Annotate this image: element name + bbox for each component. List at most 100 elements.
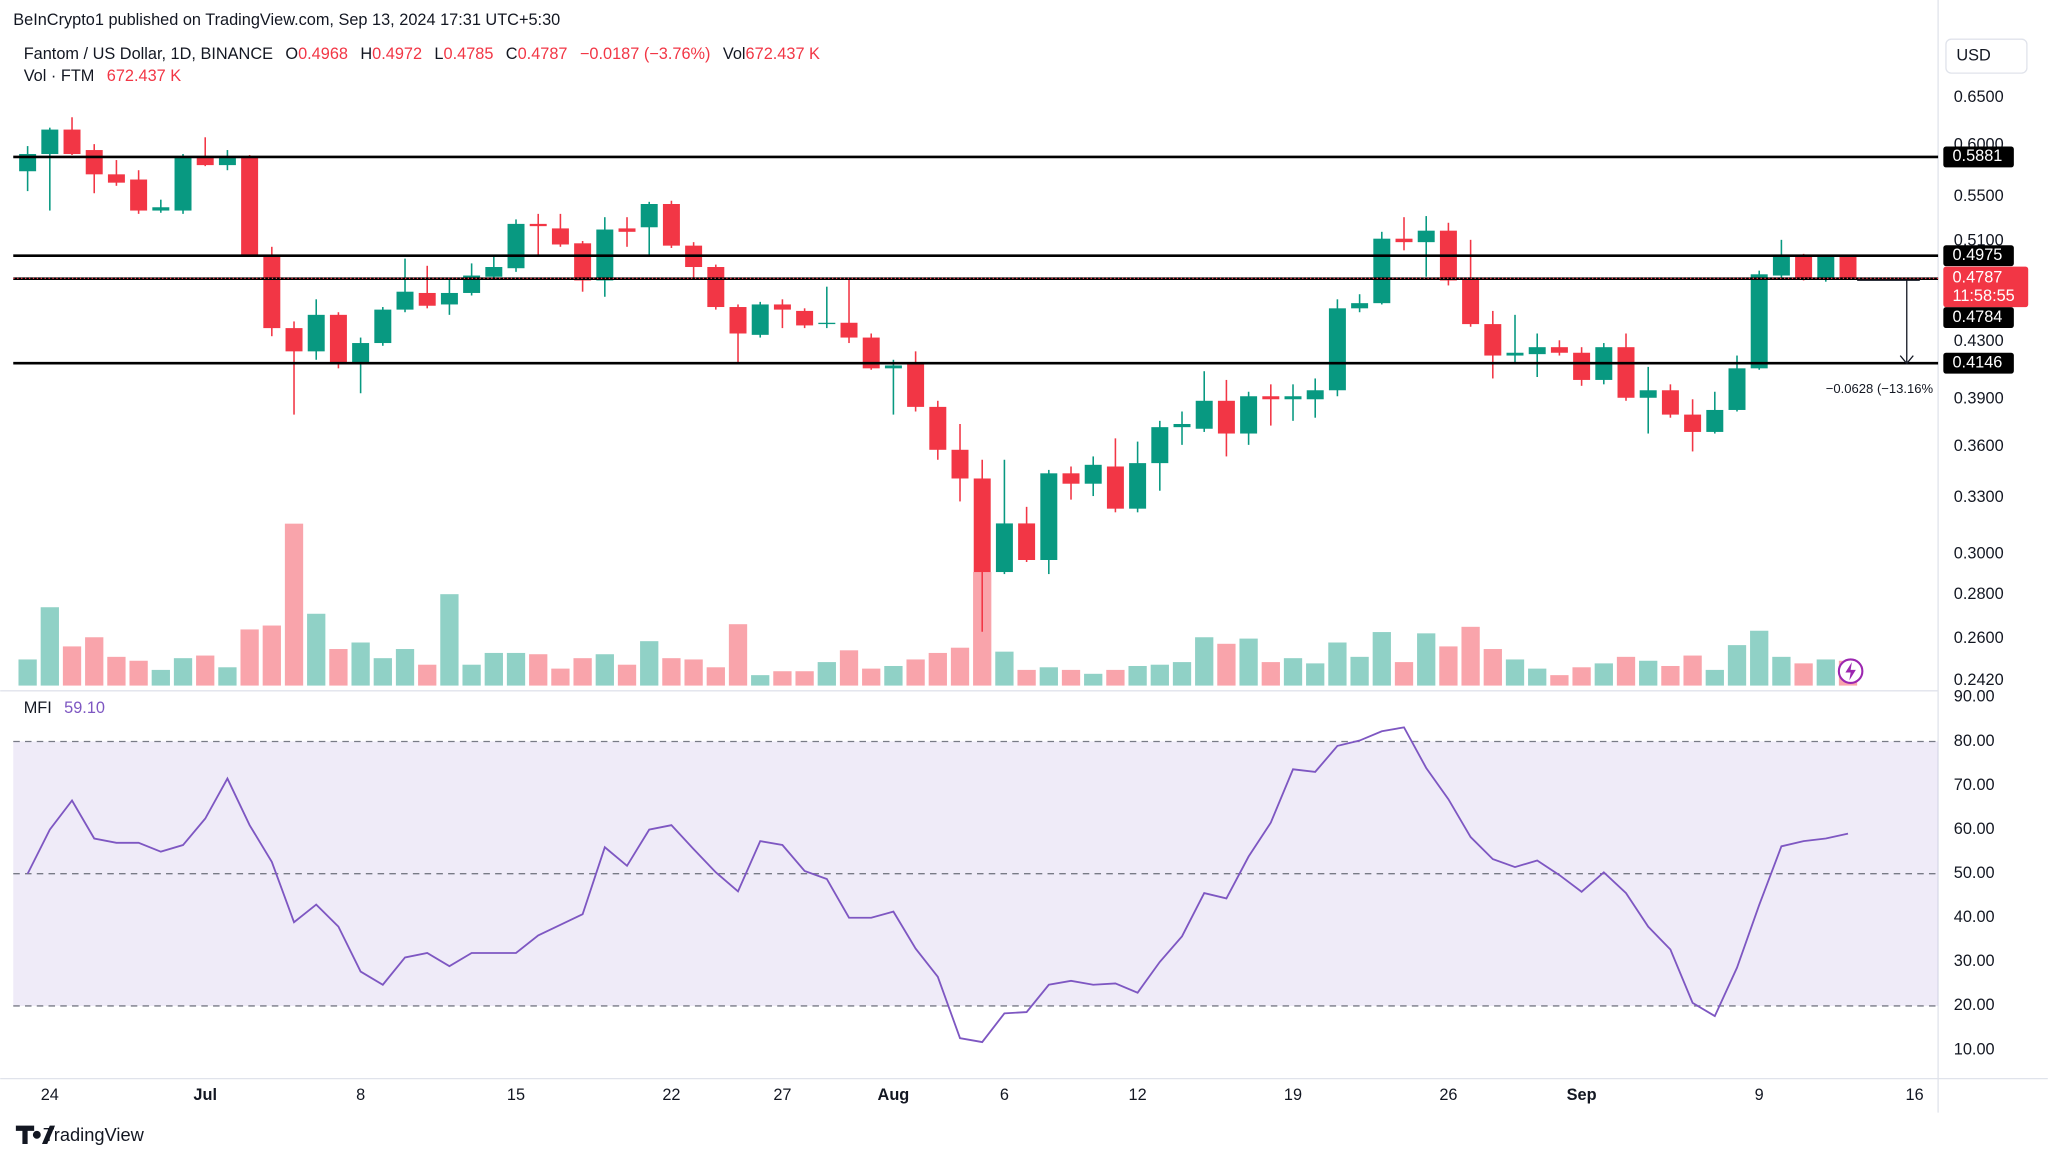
volume-bar [595, 654, 614, 686]
candle-body [751, 304, 769, 335]
volume-bar [173, 658, 193, 686]
volume-bar [395, 649, 415, 686]
volume-bar [462, 664, 481, 686]
brand-logo [15, 1125, 56, 1144]
candle-body [1373, 238, 1391, 304]
candle-body [218, 158, 236, 166]
mfi-tick-label: 10.00 [1954, 1040, 1995, 1058]
legend-line: Fantom / US Dollar, 1D, BINANCE O0.4968 … [24, 45, 820, 63]
candle-body [773, 304, 791, 310]
volume-bar [1350, 656, 1369, 686]
candle-body [1262, 396, 1280, 400]
volume-bar [351, 642, 370, 686]
volume-bar [617, 664, 637, 686]
candle-body [907, 364, 925, 407]
candle-body [1351, 303, 1369, 309]
candle-body [1306, 390, 1324, 400]
volume-bar [1372, 632, 1391, 686]
mfi-tick-label: 50.00 [1954, 864, 1995, 882]
volume-bar [196, 655, 215, 686]
candle-body [1684, 414, 1702, 432]
volume-bar [995, 651, 1014, 686]
candle-body [1728, 368, 1746, 410]
volume-bar [1084, 673, 1103, 686]
mfi-line [26, 726, 1849, 1044]
candle-body [1395, 238, 1413, 243]
candle-body [1129, 463, 1147, 509]
candle-body [840, 322, 858, 338]
x-tick-label: 22 [662, 1086, 680, 1104]
volume-bar [62, 646, 82, 686]
y-tick-label: 0.2600 [1954, 629, 2004, 647]
level-label-box [1943, 245, 2014, 267]
candle-body [196, 157, 214, 166]
volume-bar [928, 652, 947, 686]
candle-body [729, 307, 747, 334]
candle-body [285, 328, 303, 352]
currency-box[interactable] [1945, 38, 2028, 74]
candle-body [995, 523, 1013, 573]
volume-bar [839, 650, 859, 686]
close-value: 0.4787 [518, 45, 568, 63]
volume-bar [151, 669, 170, 686]
volume-bar [1661, 665, 1680, 686]
candle-body [1661, 390, 1679, 415]
volume-bar [1061, 669, 1081, 686]
volume-bar [950, 647, 970, 686]
mfi-tick-label: 90.00 [1954, 688, 1995, 706]
candle-body [1173, 423, 1191, 428]
ohlc-letter: C [506, 45, 518, 63]
candle-body [1151, 427, 1169, 464]
volume-bar [373, 658, 392, 686]
x-tick-label: 27 [773, 1086, 791, 1104]
candle-body [618, 228, 636, 232]
candle-body [1040, 473, 1058, 561]
volume-bar [1705, 669, 1724, 686]
x-tick-label: 12 [1129, 1086, 1147, 1104]
volume-bar [1261, 662, 1280, 686]
volume-bar [1239, 638, 1258, 686]
candle-body [1550, 347, 1568, 353]
volume-bar [240, 629, 259, 686]
candle-body [152, 207, 170, 211]
x-tick-label: 15 [507, 1086, 525, 1104]
volume-bar [107, 656, 126, 686]
level-label-box [1943, 307, 2014, 328]
volume-bar [1150, 664, 1169, 686]
candle-body [662, 204, 680, 246]
candle-body [174, 157, 192, 211]
level-label: 0.4975 [1952, 246, 2002, 264]
volume-value: 672.437 K [107, 67, 181, 85]
volume-bar [1128, 665, 1147, 686]
volume-bar [1727, 645, 1747, 686]
ohlc-letter: H [360, 45, 372, 63]
x-tick-label: 8 [356, 1086, 365, 1104]
ohlc-letter: L [434, 45, 443, 63]
y-tick-label: 0.3000 [1954, 544, 2004, 562]
volume-bar [18, 659, 37, 686]
volume-bar [1594, 663, 1613, 686]
candle-body [973, 478, 991, 573]
level-label-box [1943, 146, 2014, 168]
volume-bar [40, 607, 59, 686]
candle-body [19, 154, 37, 172]
volume-bar [1439, 646, 1458, 686]
measure-arrowhead [1899, 355, 1914, 365]
brand: TradingView [43, 1124, 144, 1145]
x-tick-label: Jul [193, 1086, 217, 1104]
high-value: 0.4972 [372, 45, 422, 63]
measure-label: −0.0628 (−13.16% [1826, 381, 1934, 396]
candle-body [1328, 308, 1346, 391]
candle-body [640, 204, 658, 228]
volume-bar [329, 649, 348, 686]
y-tick-label: 0.5100 [1954, 231, 2004, 249]
volume-value: 672.437 K [746, 45, 820, 63]
volume-bar [418, 664, 437, 686]
level-label: 0.4146 [1952, 353, 2002, 371]
x-tick-label: 19 [1284, 1086, 1302, 1104]
volume-bar [1616, 656, 1636, 686]
volume-bar [1283, 658, 1303, 686]
low-value: 0.4785 [444, 45, 494, 63]
candle-body [1706, 409, 1724, 432]
volume-bar [1683, 655, 1702, 686]
